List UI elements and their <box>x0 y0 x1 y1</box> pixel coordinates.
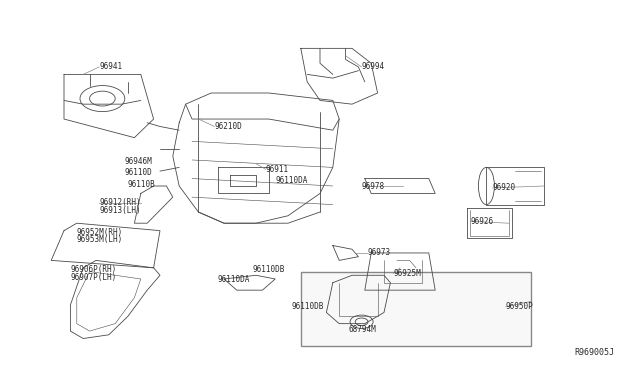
Text: 96953M(LH): 96953M(LH) <box>77 235 123 244</box>
Text: 96973: 96973 <box>368 248 391 257</box>
Text: 96913(LH): 96913(LH) <box>99 206 141 215</box>
Text: 96978: 96978 <box>362 182 385 190</box>
Text: 96110B: 96110B <box>128 180 156 189</box>
Text: R969005J: R969005J <box>575 348 614 357</box>
Text: 96906P(RH): 96906P(RH) <box>70 265 116 274</box>
Text: 96952M(RH): 96952M(RH) <box>77 228 123 237</box>
Text: 96110D: 96110D <box>125 169 152 177</box>
Text: 96926: 96926 <box>470 217 493 226</box>
Text: 96941: 96941 <box>99 62 122 71</box>
Text: 68794M: 68794M <box>349 325 376 334</box>
Text: 96110DB: 96110DB <box>291 302 324 311</box>
Text: 96946M: 96946M <box>125 157 152 166</box>
Text: 96110DB: 96110DB <box>253 265 285 274</box>
Text: 96925M: 96925M <box>394 269 421 278</box>
Text: 96110DA: 96110DA <box>218 275 250 283</box>
Text: 96210D: 96210D <box>214 122 242 131</box>
Text: 96920: 96920 <box>493 183 516 192</box>
Text: 96907P(LH): 96907P(LH) <box>70 273 116 282</box>
FancyBboxPatch shape <box>301 272 531 346</box>
Text: 96110DA: 96110DA <box>275 176 308 185</box>
Text: 96994: 96994 <box>362 62 385 71</box>
Text: 96950P: 96950P <box>506 302 533 311</box>
Text: 96911: 96911 <box>266 165 289 174</box>
Text: 96912(RH): 96912(RH) <box>99 198 141 207</box>
